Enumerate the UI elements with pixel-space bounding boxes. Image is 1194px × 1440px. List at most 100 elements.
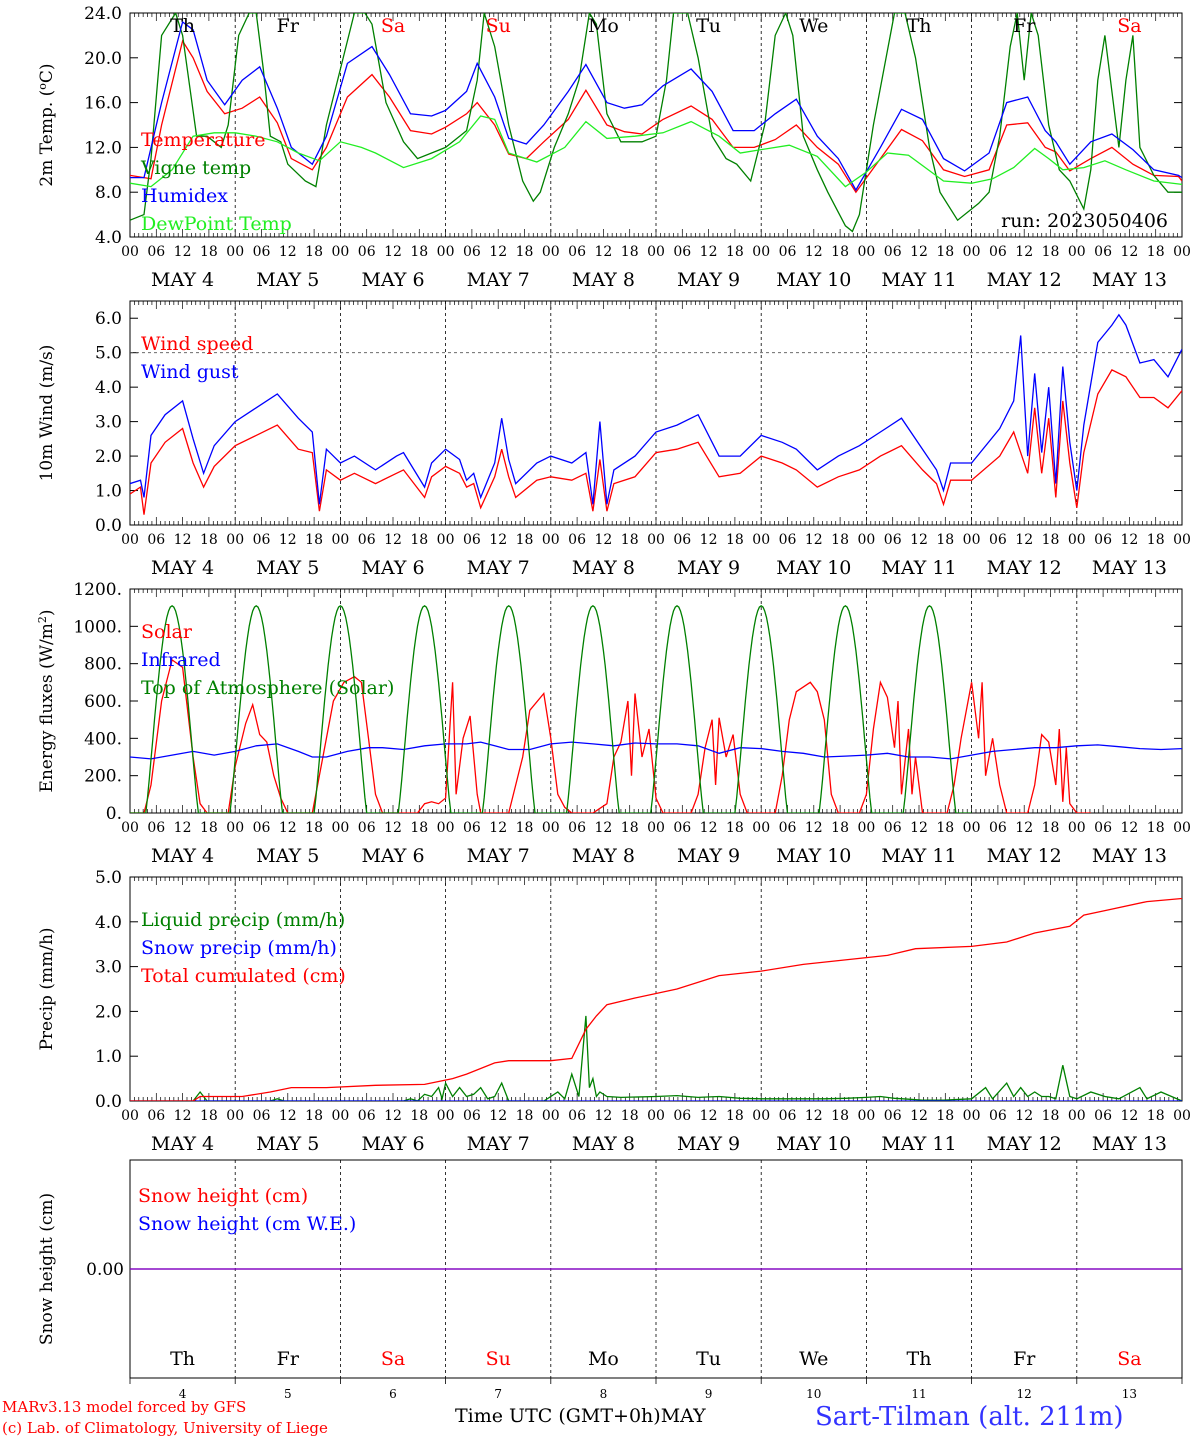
weekday-label: Su — [486, 1348, 511, 1370]
day-label: MAY 13 — [1092, 557, 1167, 579]
hour-label: 06 — [779, 532, 797, 548]
day-label: MAY 4 — [151, 845, 214, 867]
legend-label: DewPoint Temp — [141, 213, 292, 235]
y-tick-label: 8.0 — [95, 183, 122, 203]
hour-label: 00 — [647, 1108, 665, 1124]
weekday-label: Fr — [1013, 1348, 1036, 1370]
hour-label: 18 — [410, 244, 428, 260]
y-tick-label: 1000. — [73, 617, 122, 637]
hour-label: 18 — [516, 820, 534, 836]
day-number: 9 — [705, 1387, 713, 1401]
legend-label: Wind gust — [141, 361, 239, 383]
hour-label: 06 — [568, 532, 586, 548]
weekday-label: Sa — [381, 1348, 405, 1370]
hour-label: 00 — [226, 244, 244, 260]
day-label: MAY 4 — [151, 1133, 214, 1155]
day-label: MAY 5 — [256, 557, 319, 579]
hour-label: 12 — [700, 820, 718, 836]
hour-label: 18 — [831, 1108, 849, 1124]
hour-label: 18 — [200, 820, 218, 836]
hour-label: 00 — [857, 820, 875, 836]
hour-label: 18 — [1042, 532, 1060, 548]
y-tick-label: 4.0 — [95, 378, 122, 398]
hour-label: 12 — [279, 532, 297, 548]
hour-label: 00 — [752, 820, 770, 836]
hour-label: 12 — [384, 820, 402, 836]
hour-label: 12 — [1120, 1108, 1138, 1124]
hour-label: 06 — [779, 244, 797, 260]
model-credit: MARv3.13 model forced by GFS — [2, 1398, 247, 1416]
hour-label: 06 — [253, 244, 271, 260]
day-number: 6 — [389, 1387, 397, 1401]
day-label: MAY 6 — [361, 269, 424, 291]
y-tick-label: 0.0 — [95, 516, 122, 536]
day-number: 8 — [600, 1387, 608, 1401]
y-tick-label: 2.0 — [95, 1002, 122, 1022]
weekday-label: Sa — [381, 15, 405, 37]
hour-label: 06 — [463, 532, 481, 548]
hour-label: 00 — [963, 532, 981, 548]
hour-label: 00 — [1173, 1108, 1191, 1124]
day-label: MAY 11 — [881, 1133, 956, 1155]
weekday-label: Tu — [696, 15, 721, 37]
hour-label: 06 — [358, 820, 376, 836]
hour-label: 06 — [358, 244, 376, 260]
hour-label: 18 — [831, 820, 849, 836]
weekday-label: Fr — [277, 1348, 300, 1370]
hour-label: 18 — [621, 1108, 639, 1124]
hour-label: 12 — [489, 820, 507, 836]
day-label: MAY 12 — [987, 269, 1062, 291]
hour-label: 06 — [147, 244, 165, 260]
time-axis-title: Time UTC (GMT+0h)MAY — [455, 1405, 706, 1427]
legend-label: Liquid precip (mm/h) — [141, 909, 345, 931]
hour-label: 00 — [437, 1108, 455, 1124]
day-number: 7 — [494, 1387, 502, 1401]
series-line — [130, 115, 1182, 188]
day-label: MAY 12 — [987, 557, 1062, 579]
day-label: MAY 9 — [677, 845, 740, 867]
hour-label: 06 — [253, 820, 271, 836]
hour-label: 12 — [1015, 244, 1033, 260]
legend-label: Infrared — [141, 649, 221, 671]
y-tick-label: 0. — [106, 804, 122, 824]
hour-label: 00 — [331, 532, 349, 548]
day-label: MAY 8 — [572, 557, 635, 579]
day-label: MAY 10 — [776, 557, 851, 579]
weekday-label: We — [799, 15, 828, 37]
hour-label: 06 — [673, 244, 691, 260]
hour-label: 06 — [463, 1108, 481, 1124]
energy-ylabel: Energy fluxes (W/m2) — [36, 609, 58, 792]
hour-label: 06 — [253, 532, 271, 548]
wind-panel: 0.0 1.0 2.0 3.0 4.0 5.0 6.0 10m Wind (m/s) Wind … — [37, 300, 1191, 579]
hour-label: 06 — [1094, 820, 1112, 836]
hour-label: 00 — [226, 1108, 244, 1124]
hour-label: 00 — [1173, 244, 1191, 260]
y-tick-label: 6.0 — [95, 309, 122, 329]
hour-label: 12 — [384, 1108, 402, 1124]
day-label: MAY 7 — [467, 845, 530, 867]
series-line — [130, 39, 1182, 194]
hour-label: 06 — [147, 820, 165, 836]
weekday-label: Sa — [1117, 1348, 1141, 1370]
hour-label: 12 — [805, 820, 823, 836]
day-label: MAY 8 — [572, 269, 635, 291]
energy-panel: 0. 200. 400. 600. 800. 1000. 1200. Energy fluxe… — [36, 580, 1191, 867]
hour-label: 18 — [410, 820, 428, 836]
series-line — [130, 369, 1182, 515]
energy-frame — [129, 588, 1183, 814]
hour-label: 06 — [463, 820, 481, 836]
day-label: MAY 5 — [256, 269, 319, 291]
day-label: MAY 10 — [776, 1133, 851, 1155]
hour-label: 06 — [673, 820, 691, 836]
weekday-label: Tu — [696, 1348, 721, 1370]
weekday-label: Th — [170, 1348, 195, 1370]
hour-label: 12 — [594, 532, 612, 548]
hour-label: 18 — [305, 820, 323, 836]
hour-label: 06 — [673, 1108, 691, 1124]
hour-label: 00 — [963, 244, 981, 260]
hour-label: 06 — [1094, 1108, 1112, 1124]
temperature-panel: 4.0 8.0 12.0 16.0 20.0 24.0 2m Temp. (oC) Tempe… — [36, 4, 1191, 291]
hour-label: 00 — [121, 244, 139, 260]
hour-label: 00 — [226, 820, 244, 836]
legend-label: Snow precip (mm/h) — [141, 937, 337, 959]
